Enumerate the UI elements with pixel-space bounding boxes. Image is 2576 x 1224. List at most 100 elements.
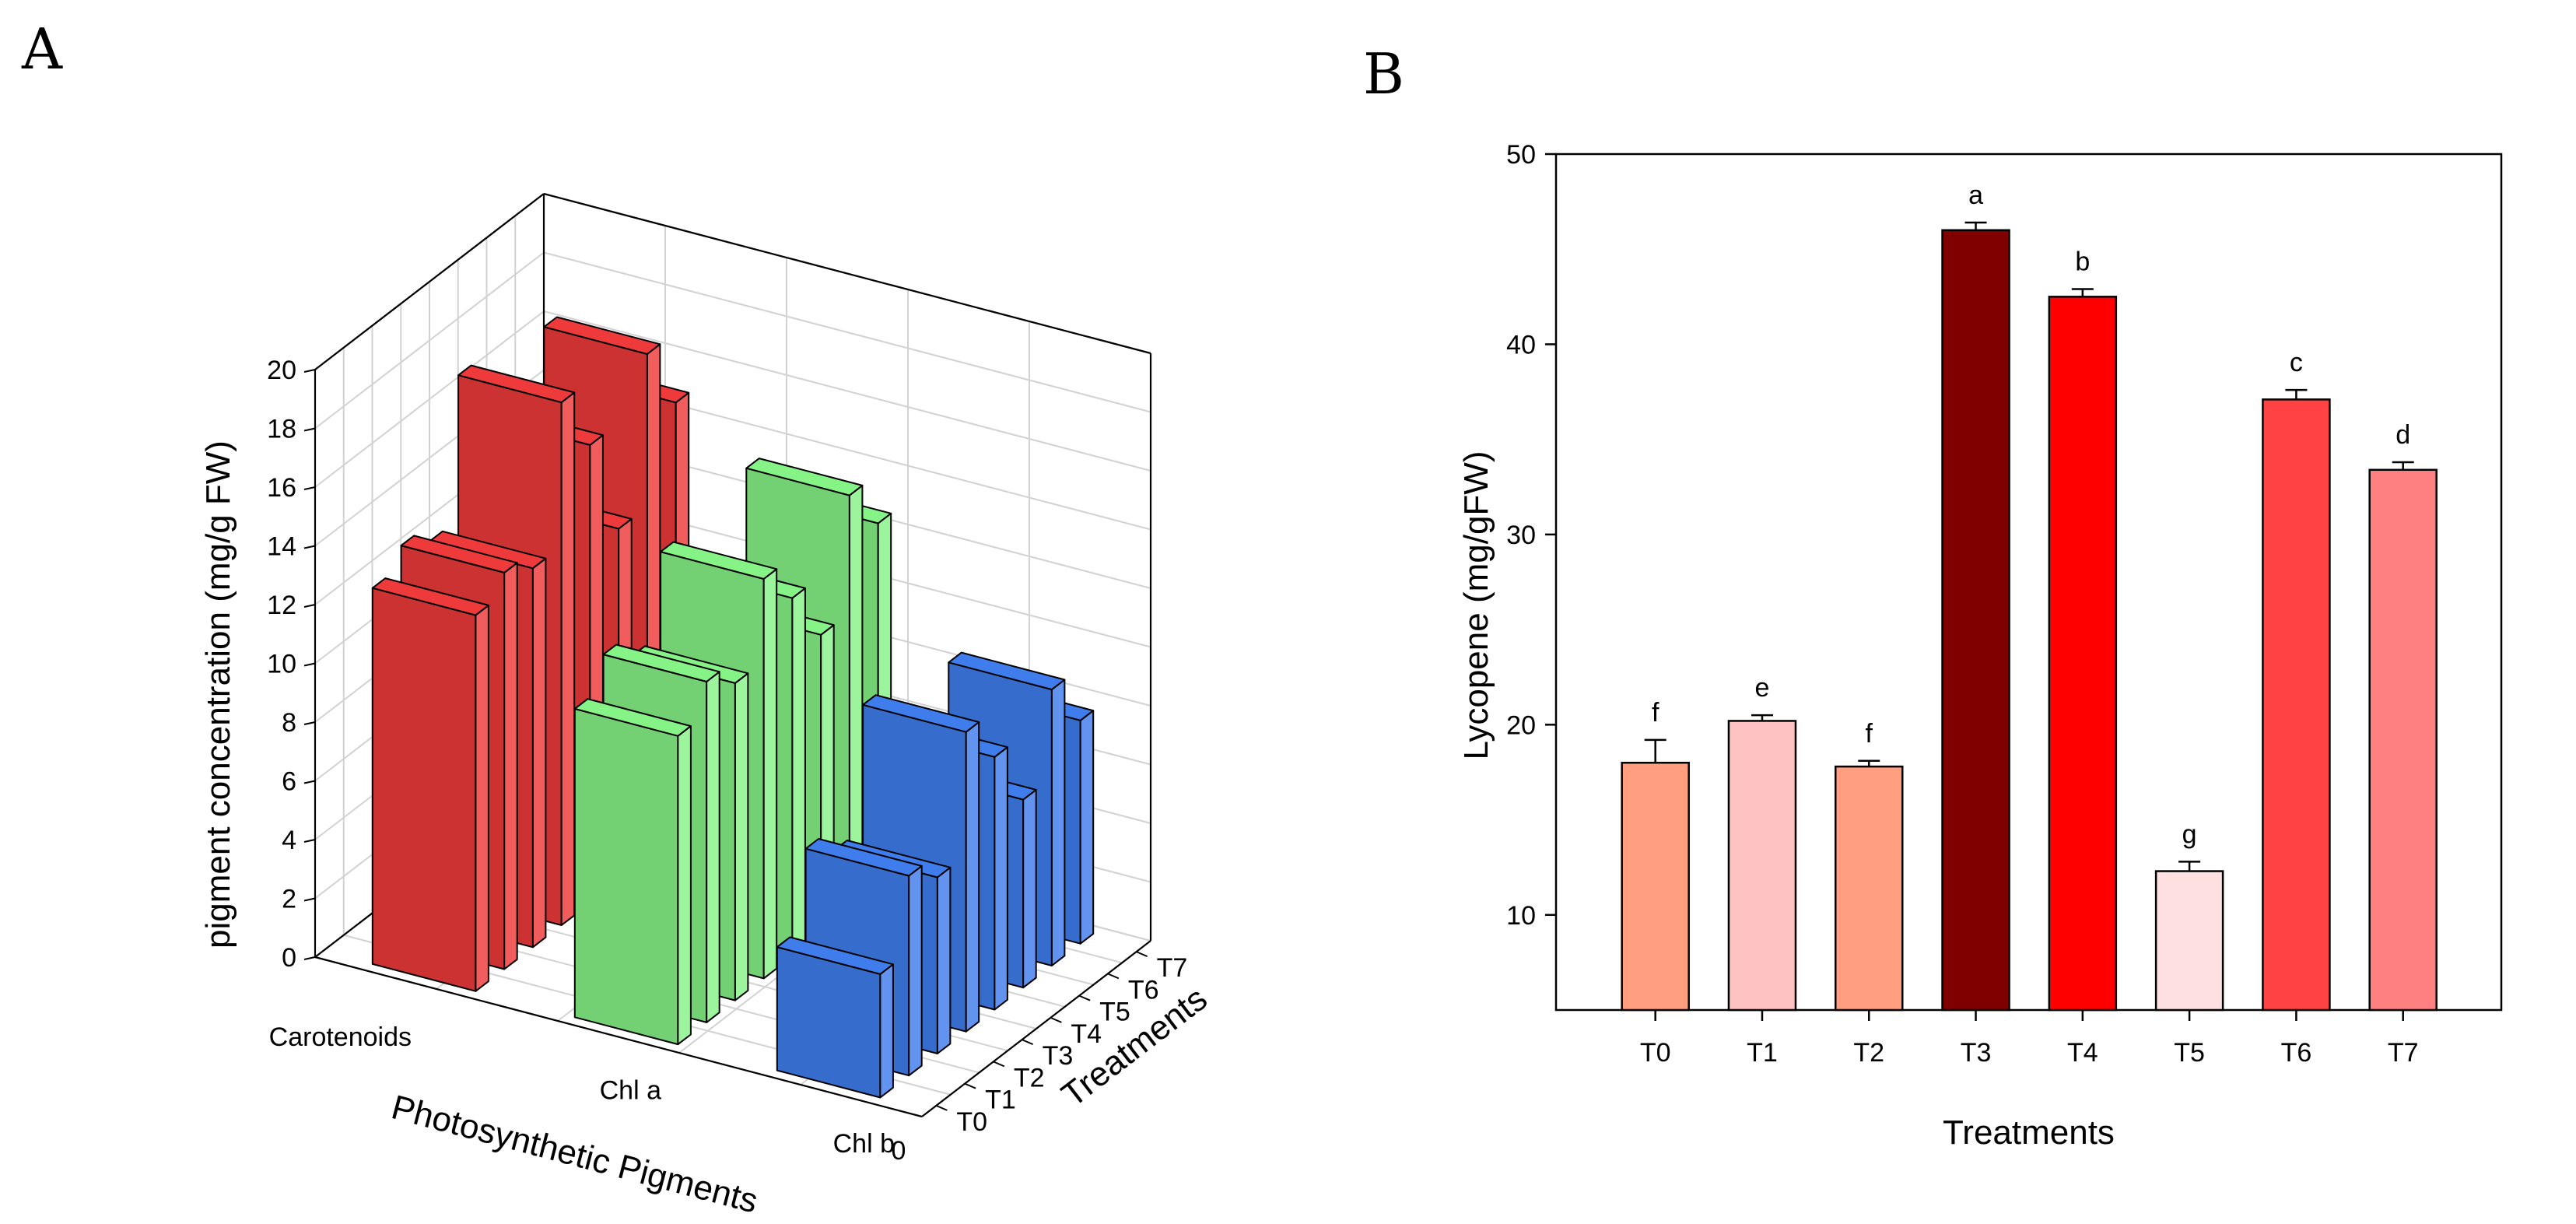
bar-top-face (602, 644, 720, 682)
z-tick-mark (303, 956, 316, 960)
treatment-tick-mark (1050, 1016, 1062, 1023)
bar-top-face (948, 651, 1066, 691)
bar-side-face (560, 391, 576, 926)
back-wall-gridline (543, 310, 1151, 472)
bar-side-face (936, 866, 952, 1054)
x-axis-title: Treatments (1943, 1114, 2115, 1152)
bar-t5 (2154, 870, 2224, 1012)
bar-top-face (862, 694, 980, 733)
z-tick-mark (303, 897, 316, 902)
pigment-3d-bar-chart: 0 2 4 6 8 10 12 14 16 18 20 pigment concentration (… (199, 192, 1214, 1221)
treatment-tick-label: T3 (1043, 1041, 1074, 1071)
significance-letter-t4: b (2075, 247, 2090, 277)
x-tick-label-t6: T6 (2281, 1038, 2312, 1068)
z-tick-mark (303, 604, 316, 608)
treatment-tick-label: T6 (1128, 975, 1159, 1005)
significance-letter-t2: f (1866, 719, 1873, 749)
bar-3d-carotenoids-t0 (371, 577, 489, 992)
bar-front-face (573, 707, 679, 1046)
z-tick-label: 20 (267, 356, 296, 385)
bar-top-face (660, 541, 778, 580)
bar-t0 (1621, 761, 1690, 1012)
bar-t3 (1941, 229, 2010, 1012)
treatment-tick-mark (1136, 951, 1148, 958)
panel-a-label: A (21, 16, 63, 82)
significance-letter-t1: e (1755, 673, 1770, 703)
bar-side-face (706, 671, 720, 1023)
depth-origin-label: 0 (892, 1136, 906, 1166)
category-tick-label: Chl a (600, 1076, 661, 1106)
bar-top-face (745, 458, 864, 496)
treatment-tick-label: T0 (956, 1107, 987, 1137)
z-tick-label: 14 (267, 532, 296, 562)
bar-side-face (908, 865, 923, 1077)
significance-letter-t0: f (1652, 698, 1660, 728)
x-tick-label-t4: T4 (2067, 1038, 2098, 1068)
back-wall-gridline (543, 251, 1151, 413)
box-frame-edge (543, 192, 1151, 355)
significance-letter-t6: c (2290, 348, 2303, 377)
bar-side-face (1022, 789, 1037, 989)
x-tick-label-t3: T3 (1961, 1038, 1992, 1068)
significance-letter-t3: a (1968, 181, 1983, 210)
y-tick-label: 50 (1506, 140, 1536, 170)
bar-top-face (543, 316, 661, 355)
y-axis-title: Lycopene (mg/gFW) (1457, 451, 1495, 760)
z-tick-mark (303, 662, 316, 667)
z-tick-label: 0 (282, 943, 296, 973)
bar-top-face (573, 698, 692, 737)
significance-letter-t5: g (2182, 819, 2197, 849)
bar-top-face (400, 535, 518, 573)
category-tick-label: Chl b (833, 1129, 895, 1159)
y-tick-label: 20 (1506, 710, 1536, 740)
y-tick-label: 30 (1506, 521, 1536, 550)
bar-t6 (2262, 398, 2331, 1012)
z-axis-title: pigment concentration (mg/g FW) (199, 440, 237, 949)
x-tick-label-t2: T2 (1853, 1038, 1884, 1068)
x-tick-label-t7: T7 (2388, 1038, 2419, 1068)
bar-t7 (2368, 468, 2438, 1012)
box-frame-edge (921, 940, 1151, 1117)
treatment-tick-mark (1078, 994, 1091, 1001)
plot-frame (1554, 153, 2503, 1012)
z-tick-mark (303, 427, 316, 432)
bar-top-face (776, 936, 894, 975)
z-tick-mark (303, 839, 316, 843)
bar-top-face (457, 364, 576, 404)
x-tick-label-t0: T0 (1640, 1038, 1671, 1068)
treatment-tick-mark (964, 1082, 976, 1089)
bar-side-face (1079, 710, 1095, 945)
panel-b-label: B (1363, 41, 1404, 107)
x-tick-label-t5: T5 (2174, 1038, 2205, 1068)
bar-top-face (804, 838, 923, 877)
z-tick-label: 6 (282, 767, 296, 797)
treatment-tick-mark (935, 1104, 948, 1111)
treatment-tick-mark (993, 1061, 1005, 1068)
z-tick-label: 18 (267, 415, 296, 444)
treatment-tick-label: T2 (1014, 1063, 1045, 1092)
treatment-tick-mark (1022, 1039, 1034, 1046)
box-frame-edge (314, 193, 545, 370)
bar-t2 (1835, 765, 1904, 1012)
x-axis-title: Photosynthetic Pigments (387, 1088, 762, 1220)
lycopene-bar-chart: 10 20 30 40 50 f T0 e T1 f T2 a T3 b T4 g T5 c T6 d T7 Treatm… (1457, 140, 2503, 1152)
treatment-tick-label: T1 (985, 1085, 1016, 1115)
bar-side-face (791, 587, 806, 958)
treatment-tick-label: T7 (1157, 953, 1188, 983)
bar-side-face (677, 725, 692, 1046)
z-tick-mark (303, 545, 316, 549)
z-tick-mark (303, 486, 316, 490)
bar-side-face (531, 557, 547, 949)
bar-front-face (371, 587, 477, 992)
treatment-tick-mark (1107, 973, 1120, 980)
z-tick-label: 4 (282, 826, 296, 855)
y-tick-label: 10 (1506, 901, 1536, 931)
bar-3d-chl-a-t0 (573, 698, 692, 1046)
z-tick-mark (303, 780, 316, 784)
z-tick-label: 16 (267, 473, 296, 503)
z-tick-label: 2 (282, 885, 296, 914)
y-tick-label: 40 (1506, 330, 1536, 359)
z-tick-label: 12 (267, 591, 296, 620)
z-tick-label: 8 (282, 708, 296, 738)
